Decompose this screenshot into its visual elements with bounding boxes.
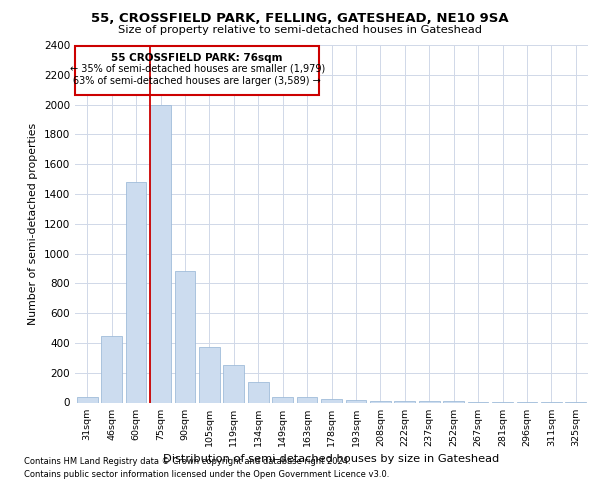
Bar [370, 401, 391, 402]
Y-axis label: Number of semi-detached properties: Number of semi-detached properties [28, 122, 38, 325]
Text: Size of property relative to semi-detached houses in Gateshead: Size of property relative to semi-detach… [118, 25, 482, 35]
Bar [321, 399, 342, 402]
Bar [199, 346, 220, 403]
Text: 55 CROSSFIELD PARK: 76sqm: 55 CROSSFIELD PARK: 76sqm [112, 53, 283, 63]
X-axis label: Distribution of semi-detached houses by size in Gateshead: Distribution of semi-detached houses by … [163, 454, 500, 464]
Text: ← 35% of semi-detached houses are smaller (1,979): ← 35% of semi-detached houses are smalle… [70, 64, 325, 74]
Bar [223, 364, 244, 403]
Bar [77, 398, 98, 402]
Bar [101, 336, 122, 402]
Text: 63% of semi-detached houses are larger (3,589) →: 63% of semi-detached houses are larger (… [73, 76, 321, 86]
Bar [150, 104, 171, 403]
Bar [346, 400, 367, 402]
Text: 55, CROSSFIELD PARK, FELLING, GATESHEAD, NE10 9SA: 55, CROSSFIELD PARK, FELLING, GATESHEAD,… [91, 12, 509, 26]
Bar [272, 396, 293, 402]
FancyBboxPatch shape [75, 46, 319, 95]
Bar [175, 270, 196, 402]
Bar [296, 396, 317, 402]
Bar [248, 382, 269, 402]
Bar [125, 182, 146, 402]
Bar [394, 401, 415, 402]
Text: Contains HM Land Registry data © Crown copyright and database right 2024.: Contains HM Land Registry data © Crown c… [24, 458, 350, 466]
Text: Contains public sector information licensed under the Open Government Licence v3: Contains public sector information licen… [24, 470, 389, 479]
